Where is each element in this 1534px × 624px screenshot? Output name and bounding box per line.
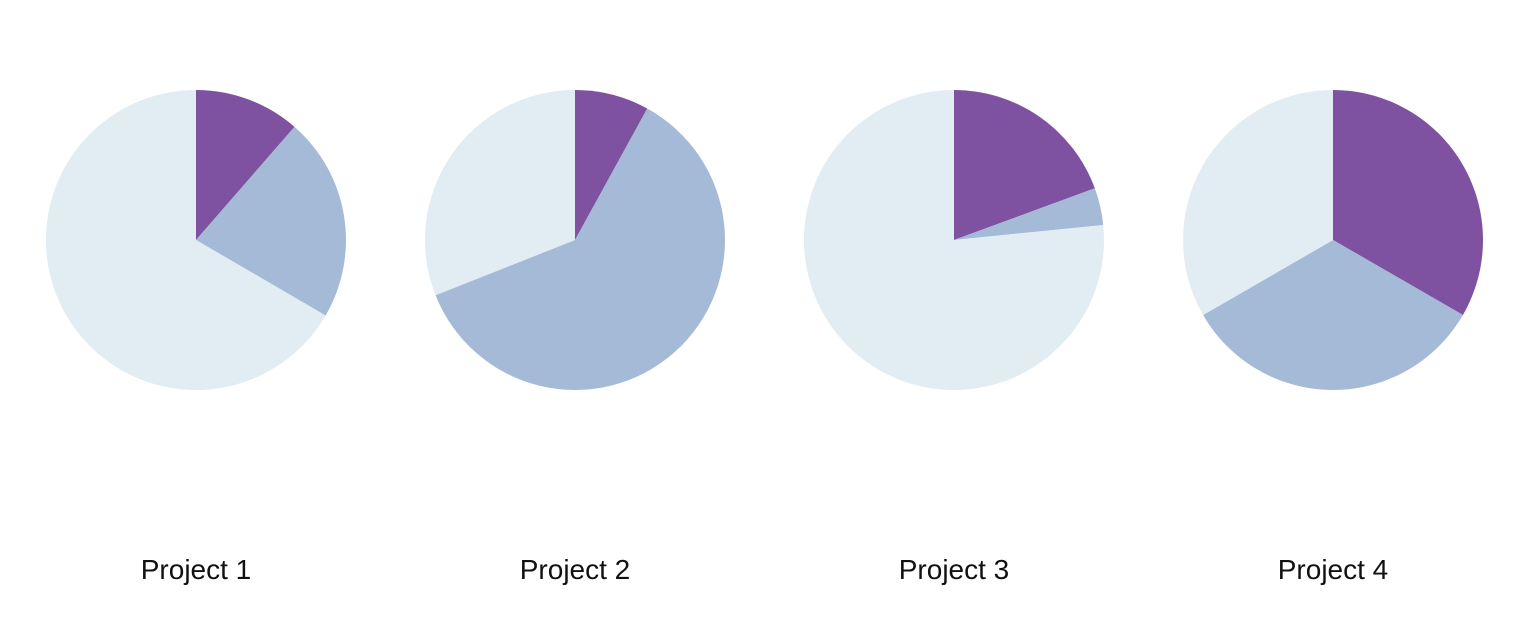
pie-slice-4-3 [1183, 90, 1333, 316]
pie-slice-1-1 [196, 90, 295, 240]
pie-slice-3-3 [803, 90, 1104, 390]
pie-slice-2-1 [575, 90, 648, 240]
pie-chart-2: Project 2 [424, 89, 725, 585]
pie-chart-4: Project 4 [1183, 90, 1483, 585]
pie-slice-2-3 [424, 89, 575, 296]
pie-slice-1-3 [45, 89, 326, 390]
pie-slice-2-2 [435, 108, 725, 390]
pie-slice-1-2 [196, 126, 347, 316]
pie-slice-3-2 [954, 188, 1104, 240]
pie-title-1: Project 1 [141, 554, 252, 585]
pie-slice-4-2 [1203, 240, 1463, 390]
pie-slice-3-1 [954, 90, 1095, 240]
pie-title-4: Project 4 [1278, 554, 1389, 585]
pie-title-2: Project 2 [520, 554, 631, 585]
pie-title-3: Project 3 [899, 554, 1010, 585]
pie-slice-4-1 [1333, 90, 1483, 315]
pie-chart-1: Project 1 [45, 89, 347, 585]
pie-chart-3: Project 3 [803, 90, 1104, 585]
